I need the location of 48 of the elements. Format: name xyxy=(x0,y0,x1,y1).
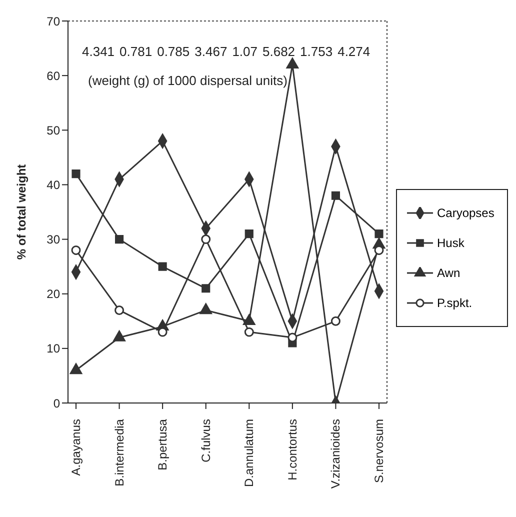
point xyxy=(374,230,384,238)
annotation: 1.753 xyxy=(300,44,333,59)
x-tick-label: H.contortus xyxy=(285,419,300,480)
point xyxy=(201,234,211,244)
annotation: 5.682 xyxy=(262,44,296,59)
point xyxy=(113,330,126,342)
y-tick-label: 20 xyxy=(46,287,60,302)
y-tick-label: 10 xyxy=(46,342,60,356)
x-tick-label: S.nervosum xyxy=(372,419,386,484)
point xyxy=(244,230,254,238)
legend-label: Husk xyxy=(437,236,464,250)
point xyxy=(158,262,167,271)
legend-label: P.spkt. xyxy=(437,296,472,310)
y-tick-label: 40 xyxy=(46,178,60,192)
y-tick-label: 0 xyxy=(53,396,60,410)
point xyxy=(71,245,81,255)
x-tick-label: A.gayanus xyxy=(69,419,83,476)
annotation: 0.785 xyxy=(157,44,190,59)
x-tick-label: B.pertusa xyxy=(156,418,170,470)
y-tick-label: 50 xyxy=(46,123,60,138)
annotation: 1.07 xyxy=(232,44,258,59)
point xyxy=(243,314,256,325)
point xyxy=(330,316,340,326)
annotation: 4.341 xyxy=(82,44,115,59)
legend-label: Caryopses xyxy=(437,206,494,220)
point xyxy=(244,327,254,337)
y-tick-label: 60 xyxy=(46,68,60,83)
legend-label: Awn xyxy=(437,266,460,280)
point xyxy=(72,170,80,178)
point xyxy=(202,284,210,293)
annotation: (weight (g) of 1000 dispersal units) xyxy=(87,73,288,88)
point xyxy=(331,191,340,200)
y-axis-title: % of total weight xyxy=(14,164,28,260)
y-tick-label: 70 xyxy=(46,14,60,28)
point xyxy=(115,235,124,244)
annotation: 4.274 xyxy=(338,44,370,59)
x-tick-label: B.intermedia xyxy=(112,418,126,486)
point xyxy=(70,363,82,374)
x-tick-label: D.annulatum xyxy=(242,419,256,488)
point xyxy=(114,305,124,315)
point xyxy=(158,327,168,337)
y-tick-label: 30 xyxy=(46,232,60,247)
annotation: 0.781 xyxy=(120,44,152,59)
x-tick-label: C.fulvus xyxy=(198,419,213,462)
annotation: 3.467 xyxy=(194,44,228,59)
point xyxy=(288,332,298,342)
x-tick-label: V.zizanioides xyxy=(328,419,343,489)
point xyxy=(200,303,212,314)
